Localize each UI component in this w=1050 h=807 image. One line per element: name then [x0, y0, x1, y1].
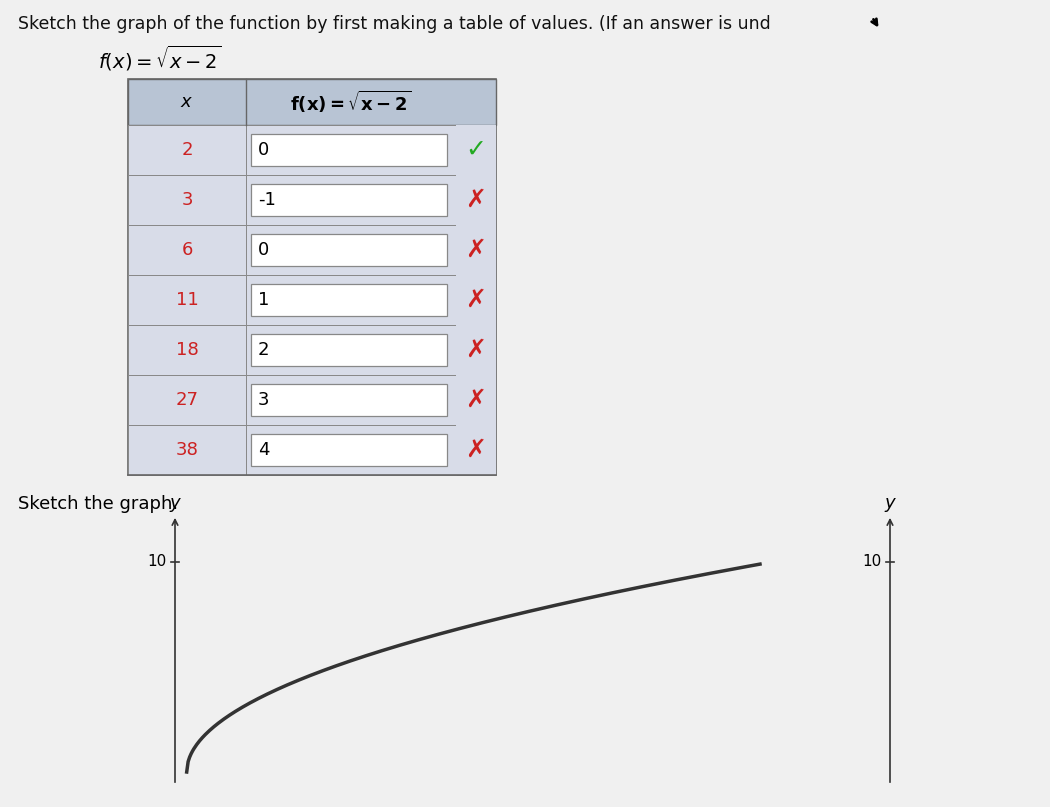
- Bar: [246, 225, 456, 275]
- Text: 2: 2: [258, 341, 270, 359]
- Text: 18: 18: [175, 341, 198, 359]
- Text: ✗: ✗: [465, 188, 486, 212]
- Bar: [251, 184, 447, 216]
- Bar: [251, 434, 447, 466]
- Bar: [128, 375, 246, 425]
- Bar: [456, 275, 496, 325]
- Bar: [246, 175, 456, 225]
- Text: -1: -1: [258, 191, 276, 209]
- Bar: [251, 134, 447, 166]
- Text: 11: 11: [175, 291, 198, 309]
- Text: y: y: [170, 494, 181, 512]
- Bar: [456, 175, 496, 225]
- Bar: [456, 125, 496, 175]
- Text: 3: 3: [182, 191, 193, 209]
- Bar: [456, 375, 496, 425]
- Text: 4: 4: [258, 441, 270, 459]
- Text: $\mathbf{f(x) = \sqrt{x-2}}$: $\mathbf{f(x) = \sqrt{x-2}}$: [291, 89, 412, 115]
- Bar: [246, 125, 456, 175]
- Text: 2: 2: [182, 141, 193, 159]
- Text: 10: 10: [148, 554, 167, 570]
- Bar: [246, 275, 456, 325]
- Text: $x$: $x$: [181, 93, 193, 111]
- Text: 0: 0: [258, 241, 269, 259]
- Text: Sketch the graph of the function by first making a table of values. (If an answe: Sketch the graph of the function by firs…: [18, 15, 771, 33]
- Text: ✗: ✗: [465, 338, 486, 362]
- Text: 38: 38: [175, 441, 198, 459]
- Text: ✗: ✗: [465, 388, 486, 412]
- Text: 0: 0: [258, 141, 269, 159]
- Text: y: y: [885, 494, 896, 512]
- Bar: [251, 384, 447, 416]
- Bar: [251, 234, 447, 266]
- Text: 3: 3: [258, 391, 270, 409]
- Text: ✓: ✓: [465, 138, 486, 162]
- Bar: [456, 325, 496, 375]
- Text: Sketch the graph.: Sketch the graph.: [18, 495, 179, 513]
- Bar: [128, 225, 246, 275]
- Text: 10: 10: [863, 554, 882, 570]
- Text: 1: 1: [258, 291, 270, 309]
- Text: 6: 6: [182, 241, 193, 259]
- Text: 27: 27: [175, 391, 198, 409]
- Bar: [456, 225, 496, 275]
- Bar: [128, 425, 246, 475]
- Text: ✗: ✗: [465, 438, 486, 462]
- Text: ✗: ✗: [465, 288, 486, 312]
- Text: ✗: ✗: [465, 238, 486, 262]
- Bar: [128, 79, 496, 475]
- Bar: [246, 375, 456, 425]
- Bar: [251, 334, 447, 366]
- Bar: [128, 79, 496, 125]
- Bar: [246, 325, 456, 375]
- Bar: [128, 325, 246, 375]
- Text: $f(x) = \sqrt{x-2}$: $f(x) = \sqrt{x-2}$: [98, 44, 222, 73]
- Bar: [456, 425, 496, 475]
- Bar: [128, 125, 246, 175]
- Bar: [128, 175, 246, 225]
- Bar: [128, 275, 246, 325]
- Bar: [246, 425, 456, 475]
- Bar: [251, 284, 447, 316]
